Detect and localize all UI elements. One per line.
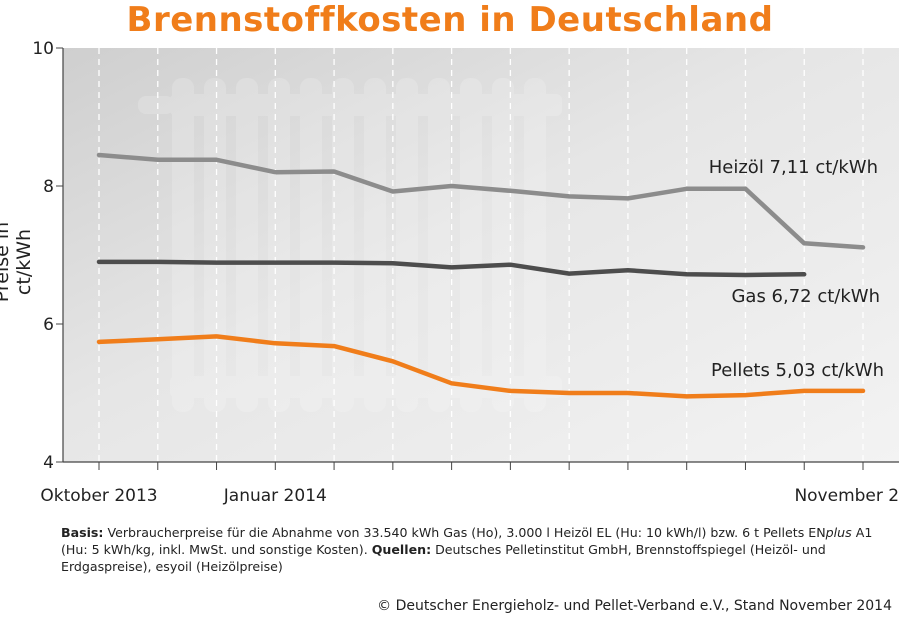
chart-title: Brennstoffkosten in Deutschland [126,0,774,40]
series-label-gas: Gas 6,72 ct/kWh [731,286,880,307]
series-line-gas [96,259,807,278]
basis-text: Verbraucherpreise für die Abnahme von 33… [103,525,826,540]
series-lines [96,152,866,399]
basis-text-2: A1 (Hu: 5 kWh/kg, inkl. MwSt. und sonsti… [61,525,873,557]
series-label-pellets: Pellets 5,03 ct/kWh [711,360,884,381]
copyright-notice: © Deutscher Energieholz- und Pellet-Verb… [377,598,892,614]
basis-label: Basis: [61,525,104,540]
series-labels: Heizöl 7,11 ct/kWh Gas 6,72 ct/kWh Pellets… [709,157,884,381]
series-line-heizoel [96,152,866,250]
enplus-italic: plus [825,525,852,540]
y-axis-label: Preise in ct/kWh [0,221,35,303]
series-line-pellets [96,334,866,399]
radiator-watermark [138,78,562,412]
y-tick-label-6: 6 [43,315,54,335]
sources-text: Deutsches Pelletinstitut GmbH, Brennstof… [61,542,826,574]
x-tick-label-0: Oktober 2013 [40,486,157,506]
x-tick-label-1: Januar 2014 [223,486,327,506]
chart-notes: Basis: Verbraucherpreise für die Abnahme… [61,524,891,575]
axes: 4 6 8 10 Oktober 2013 Januar 2014 November 201… [32,39,900,506]
y-tick-label-8: 8 [43,177,54,197]
sources-label: Quellen: [371,542,432,557]
line-chart: 4 6 8 10 Oktober 2013 Januar 2014 November 201… [32,39,900,506]
series-label-heizoel: Heizöl 7,11 ct/kWh [709,157,878,178]
y-tick-label-10: 10 [32,39,54,59]
y-tick-label-4: 4 [43,453,54,473]
x-tick-label-2: November 2014 [794,486,900,506]
